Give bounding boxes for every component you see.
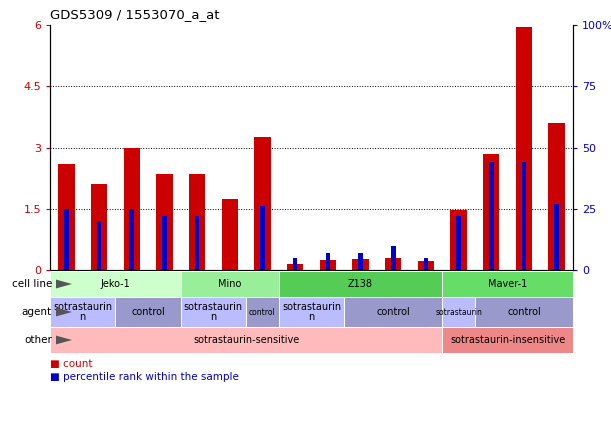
Bar <box>516 27 532 270</box>
Bar <box>549 123 565 270</box>
Bar <box>391 245 395 270</box>
Bar <box>162 216 167 270</box>
Text: other: other <box>24 335 52 345</box>
Text: agent: agent <box>22 307 52 317</box>
Text: sotrastaurin-sensitive: sotrastaurin-sensitive <box>193 335 299 345</box>
Bar <box>326 253 330 270</box>
Bar <box>418 261 434 270</box>
Text: sotrastaurin
n: sotrastaurin n <box>282 302 341 321</box>
Bar <box>97 221 101 270</box>
Bar <box>254 137 271 270</box>
FancyBboxPatch shape <box>345 270 376 282</box>
Bar <box>115 297 181 327</box>
Bar <box>293 258 298 270</box>
Bar <box>344 297 442 327</box>
Text: control: control <box>376 307 410 317</box>
Bar <box>279 271 442 297</box>
Bar <box>189 174 205 270</box>
Bar <box>64 209 68 270</box>
Bar <box>50 327 442 353</box>
Bar <box>222 198 238 270</box>
FancyBboxPatch shape <box>541 270 573 282</box>
FancyBboxPatch shape <box>279 270 311 282</box>
Bar <box>156 174 172 270</box>
Bar <box>442 271 573 297</box>
Text: Z138: Z138 <box>348 279 373 289</box>
FancyBboxPatch shape <box>214 270 246 282</box>
Bar <box>181 271 279 297</box>
Bar <box>181 297 246 327</box>
Text: Jeko-1: Jeko-1 <box>100 279 130 289</box>
Bar <box>450 209 467 270</box>
FancyBboxPatch shape <box>83 270 115 282</box>
Bar <box>50 271 181 297</box>
FancyBboxPatch shape <box>247 270 278 282</box>
Bar <box>489 162 494 270</box>
FancyBboxPatch shape <box>443 270 474 282</box>
Bar <box>195 216 199 270</box>
Polygon shape <box>56 308 72 316</box>
Bar <box>123 148 140 270</box>
Bar <box>385 258 401 270</box>
Text: sotrastaurin-insensitive: sotrastaurin-insensitive <box>450 335 565 345</box>
Bar <box>246 297 279 327</box>
Bar <box>442 327 573 353</box>
Bar <box>442 297 475 327</box>
Polygon shape <box>56 280 72 288</box>
FancyBboxPatch shape <box>312 270 343 282</box>
Bar <box>456 216 461 270</box>
Bar <box>130 209 134 270</box>
FancyBboxPatch shape <box>148 270 180 282</box>
FancyBboxPatch shape <box>116 270 147 282</box>
Bar <box>475 297 573 327</box>
Bar <box>522 162 526 270</box>
Text: sotrastaurin
n: sotrastaurin n <box>53 302 112 321</box>
Text: Maver-1: Maver-1 <box>488 279 527 289</box>
Text: control: control <box>249 308 276 316</box>
Text: Mino: Mino <box>218 279 241 289</box>
Text: cell line: cell line <box>12 279 52 289</box>
FancyBboxPatch shape <box>410 270 442 282</box>
Bar <box>50 297 115 327</box>
FancyBboxPatch shape <box>508 270 540 282</box>
Text: control: control <box>131 307 165 317</box>
Bar <box>358 253 363 270</box>
Bar <box>58 164 75 270</box>
Bar <box>483 154 499 270</box>
FancyBboxPatch shape <box>475 270 507 282</box>
Text: ■ percentile rank within the sample: ■ percentile rank within the sample <box>50 372 239 382</box>
FancyBboxPatch shape <box>51 270 82 282</box>
FancyBboxPatch shape <box>181 270 213 282</box>
Text: ■ count: ■ count <box>50 359 92 369</box>
Text: control: control <box>507 307 541 317</box>
FancyBboxPatch shape <box>378 270 409 282</box>
Bar <box>287 264 303 270</box>
Bar <box>91 184 107 270</box>
Bar <box>353 259 368 270</box>
Text: sotrastaurin: sotrastaurin <box>435 308 482 316</box>
Text: GDS5309 / 1553070_a_at: GDS5309 / 1553070_a_at <box>50 8 219 21</box>
Text: sotrastaurin
n: sotrastaurin n <box>184 302 243 321</box>
Bar <box>279 297 344 327</box>
Bar <box>554 204 559 270</box>
Polygon shape <box>56 335 72 344</box>
Bar <box>320 260 336 270</box>
Bar <box>423 258 428 270</box>
Bar <box>260 206 265 270</box>
